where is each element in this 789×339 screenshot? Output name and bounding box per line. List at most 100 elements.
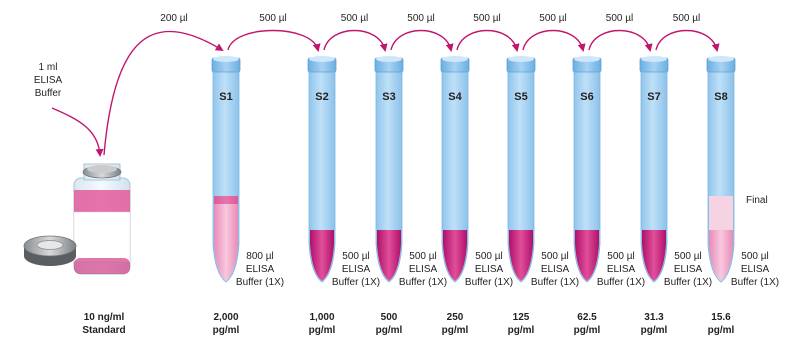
transfer-label-1: 200 µl	[160, 13, 187, 24]
transfer-label-6: 500 µl	[539, 13, 566, 24]
transfer-label-5: 500 µl	[473, 13, 500, 24]
tube-cap-rim	[508, 56, 534, 62]
tube-liquid	[575, 230, 599, 281]
tube-conc-unit: pg/ml	[708, 325, 735, 336]
tube-conc-unit: pg/ml	[574, 325, 601, 336]
tube-cap-rim	[309, 56, 335, 62]
tube-liquid	[310, 230, 334, 281]
tube-7: S7 500 µl ELISA Buffer (1X) 31.3 pg/ml	[639, 56, 712, 336]
tube-body	[640, 69, 668, 283]
tube-label: S8	[714, 91, 727, 103]
tube-cap-rim	[574, 56, 600, 62]
transfer-arrows-layer: 200 µl 500 µl 500 µl 500 µl 500 µl 500 µl 500 …	[103, 13, 720, 156]
tube-conc-value: 500	[381, 312, 398, 323]
transfer-arrow-5	[456, 29, 520, 52]
tube-6: S6 500 µl ELISA Buffer (1X) 62.5 pg/ml	[572, 56, 645, 336]
tube-buffer-line1: 500 µl	[674, 251, 701, 262]
tube-3: S3 500 µl ELISA Buffer (1X) 500 pg/ml	[374, 56, 447, 336]
tube-liquid	[214, 196, 238, 281]
tube-buffer-line1: 800 µl	[246, 251, 273, 262]
tube-conc-unit: pg/ml	[442, 325, 469, 336]
tube-conc-value: 2,000	[213, 312, 238, 323]
source-label-line1: 1 ml	[39, 62, 58, 73]
tube-4: S4 500 µl ELISA Buffer (1X) 250 pg/ml	[440, 56, 513, 336]
transfer-label-4: 500 µl	[407, 13, 434, 24]
tube-buffer-line2: ELISA	[409, 264, 438, 275]
tube-1: S1 800 µl ELISA Buffer (1X) 2,000 pg/ml	[211, 56, 284, 336]
tube-buffer-line2: ELISA	[342, 264, 371, 275]
tube-5: S5 500 µl ELISA Buffer (1X) 125 pg/ml	[506, 56, 579, 336]
tube-label: S7	[647, 91, 660, 103]
tube-buffer-line3: Buffer (1X)	[332, 277, 380, 288]
liquid-meniscus	[214, 196, 238, 204]
tube-conc-unit: pg/ml	[376, 325, 403, 336]
tube-cap-rim	[641, 56, 667, 62]
transfer-label-8: 500 µl	[673, 13, 700, 24]
tube-buffer-line3: Buffer (1X)	[597, 277, 645, 288]
tube-conc-unit: pg/ml	[641, 325, 668, 336]
tube-label: S6	[580, 91, 593, 103]
tube-buffer-line1: 500 µl	[409, 251, 436, 262]
tube-cap-rim	[442, 56, 468, 62]
tube-body	[507, 69, 535, 283]
tube-buffer-line1: 500 µl	[541, 251, 568, 262]
tube-buffer-line1: 500 µl	[607, 251, 634, 262]
tube-liquid	[443, 230, 467, 281]
transfer-arrow-7	[588, 29, 653, 52]
tube-body	[441, 69, 469, 283]
tube-conc-value: 250	[447, 312, 464, 323]
tube-label: S2	[315, 91, 328, 103]
tube-buffer-line3: Buffer (1X)	[465, 277, 513, 288]
tube-body	[573, 69, 601, 283]
tube-label: S1	[219, 91, 232, 103]
transfer-arrow-1	[103, 30, 224, 156]
tube-2: S2 500 µl ELISA Buffer (1X) 1,000 pg/ml	[307, 56, 380, 336]
final-label: Final	[746, 195, 768, 206]
tube-buffer-line2: ELISA	[541, 264, 570, 275]
tube-liquid	[642, 230, 666, 281]
tube-conc-unit: pg/ml	[309, 325, 336, 336]
tube-buffer-line2: ELISA	[475, 264, 504, 275]
tube-conc-unit: pg/ml	[213, 325, 240, 336]
tube-buffer-line3: Buffer (1X)	[731, 277, 779, 288]
transfer-arrow-6	[522, 29, 586, 52]
tube-conc-value: 31.3	[644, 312, 664, 323]
tube-buffer-line1: 500 µl	[342, 251, 369, 262]
source-arrow	[51, 107, 104, 157]
transfer-arrow-4	[390, 29, 454, 52]
tube-cap-rim	[708, 56, 734, 62]
transfer-arrow-8	[655, 29, 720, 52]
standard-name: Standard	[82, 325, 125, 336]
tubes-layer: S1 800 µl ELISA Buffer (1X) 2,000 pg/ml S2 500 …	[211, 56, 779, 336]
transfer-label-3: 500 µl	[341, 13, 368, 24]
tube-buffer-line2: ELISA	[674, 264, 703, 275]
tube-label: S4	[448, 91, 462, 103]
tube-buffer-line3: Buffer (1X)	[664, 277, 712, 288]
final-volume-band	[709, 196, 733, 230]
tube-conc-value: 62.5	[577, 312, 597, 323]
tube-buffer-line1: 500 µl	[475, 251, 502, 262]
transfer-label-7: 500 µl	[606, 13, 633, 24]
tube-body	[308, 69, 336, 283]
tube-conc-value: 15.6	[711, 312, 731, 323]
tube-buffer-line3: Buffer (1X)	[531, 277, 579, 288]
tube-cap-rim	[213, 56, 239, 62]
tube-cap-rim	[376, 56, 402, 62]
tube-liquid	[709, 230, 733, 281]
tube-conc-value: 125	[513, 312, 530, 323]
standard-vial	[73, 163, 131, 275]
tube-label: S3	[382, 91, 395, 103]
tube-conc-value: 1,000	[309, 312, 334, 323]
tube-body	[375, 69, 403, 283]
tube-liquid	[509, 230, 533, 281]
tube-buffer-line3: Buffer (1X)	[399, 277, 447, 288]
transfer-label-2: 500 µl	[259, 13, 286, 24]
tube-liquid	[377, 230, 401, 281]
tube-buffer-line2: ELISA	[246, 264, 275, 275]
tube-buffer-line2: ELISA	[607, 264, 636, 275]
vial-cap	[23, 235, 77, 266]
tube-conc-unit: pg/ml	[508, 325, 535, 336]
transfer-arrow-2	[227, 29, 321, 52]
